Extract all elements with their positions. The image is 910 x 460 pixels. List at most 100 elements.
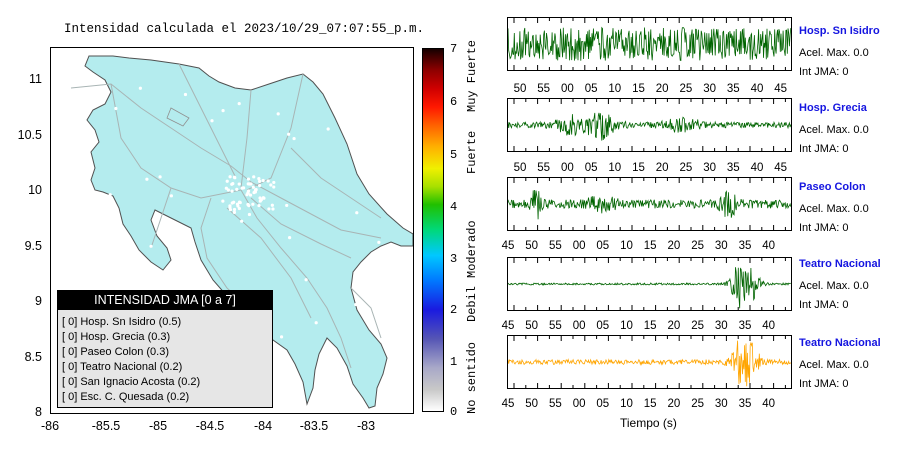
station-name: Hosp. Grecia bbox=[799, 102, 867, 114]
station-dot bbox=[269, 183, 273, 187]
trace-tick-label: 10 bbox=[620, 398, 633, 410]
trace-tick-label: 10 bbox=[608, 162, 622, 174]
trace-tick-label: 35 bbox=[738, 240, 752, 252]
trace-tick-label: 05 bbox=[584, 162, 598, 174]
station-dot bbox=[240, 186, 244, 190]
trace-tick-label: 45 bbox=[501, 398, 515, 410]
trace-tick-label: 50 bbox=[525, 398, 539, 410]
trace-ticks: 50 55 00 05 10 15 20 25 30 35 40 45 bbox=[500, 83, 800, 97]
colorbar-label-muy-fuerte: Muy Fuerte bbox=[465, 39, 479, 112]
land-shape bbox=[84, 55, 413, 409]
waveform-line bbox=[508, 112, 791, 141]
station-dot bbox=[246, 177, 251, 181]
station-dot bbox=[251, 185, 255, 189]
station-dot bbox=[253, 190, 257, 194]
station-dot bbox=[230, 189, 234, 193]
station-dot bbox=[138, 86, 142, 90]
waveform bbox=[508, 336, 791, 388]
station-dot bbox=[99, 203, 104, 207]
colorbar-tick: 1 bbox=[450, 355, 458, 369]
station-dot bbox=[257, 203, 261, 208]
station-dot bbox=[261, 178, 265, 183]
station-dot bbox=[232, 175, 237, 179]
station-dot bbox=[267, 207, 271, 211]
trace-tick-label: 35 bbox=[738, 398, 752, 410]
trace-panel-paseo-colon[interactable] bbox=[507, 177, 792, 231]
waveform-line bbox=[508, 189, 791, 220]
colorbar-tick: 4 bbox=[450, 200, 458, 214]
trace-tick-label: 20 bbox=[667, 240, 681, 252]
station-dot bbox=[304, 278, 308, 282]
station-dot bbox=[144, 283, 148, 287]
station-dot bbox=[252, 175, 256, 179]
station-dot bbox=[237, 182, 241, 186]
station-dot bbox=[285, 203, 289, 208]
station-info: Acel. Max. 0.0 Int JMA: 0 bbox=[799, 356, 869, 394]
accel-max: Acel. Max. 0.0 bbox=[799, 47, 869, 59]
colorbar-tick: 6 bbox=[450, 95, 458, 109]
trace-panel-teatro-nacional[interactable] bbox=[507, 257, 792, 311]
station-dot bbox=[98, 266, 102, 270]
accel-max: Acel. Max. 0.0 bbox=[799, 359, 869, 371]
int-jma: Int JMA: 0 bbox=[799, 378, 849, 390]
trace-tick-label: 50 bbox=[513, 162, 527, 174]
trace-tick-label: 35 bbox=[738, 320, 752, 332]
trace-tick-label: 25 bbox=[679, 83, 693, 95]
station-dot bbox=[237, 200, 242, 204]
legend-item: [ 0] Paseo Colon (0.3) bbox=[62, 346, 170, 358]
trace-tick-label: 20 bbox=[667, 320, 681, 332]
legend-list: [ 0] Hosp. Sn Isidro (0.5) [ 0] Hosp. Gr… bbox=[62, 315, 200, 405]
station-dot bbox=[149, 244, 153, 248]
station-dot bbox=[257, 177, 261, 181]
waveform-line bbox=[508, 26, 791, 62]
map-x-tick: -84.5 bbox=[195, 419, 225, 433]
waveform bbox=[508, 18, 791, 70]
lake-arenal bbox=[166, 107, 190, 127]
trace-panel-hosp-grecia[interactable] bbox=[507, 98, 792, 152]
station-name: Teatro Nacional bbox=[799, 258, 881, 270]
trace-tick-label: 25 bbox=[691, 398, 704, 410]
waveform bbox=[508, 99, 791, 151]
legend-item: [ 0] Esc. C. Quesada (0.2) bbox=[62, 391, 190, 403]
trace-tick-label: 45 bbox=[774, 83, 788, 95]
colorbar-label-debil: Debil bbox=[465, 285, 479, 322]
trace-tick-label: 40 bbox=[762, 240, 776, 252]
station-info: Acel. Max. 0.0 Int JMA: 0 bbox=[799, 121, 869, 159]
legend-title: INTENSIDAD JMA [0 a 7] bbox=[58, 291, 272, 310]
trace-tick-label: 25 bbox=[679, 162, 693, 174]
trace-panel-hosp-sn-isidro[interactable] bbox=[507, 17, 792, 71]
legend-item: [ 0] San Ignacio Acosta (0.2) bbox=[62, 376, 201, 388]
trace-ticks: 45 50 55 00 05 10 15 20 25 30 35 40 bbox=[500, 240, 800, 254]
trace-tick-label: 35 bbox=[726, 162, 740, 174]
trace-tick-label: 30 bbox=[703, 162, 716, 174]
station-dot bbox=[247, 212, 252, 217]
station-dot bbox=[104, 197, 109, 201]
station-dot bbox=[257, 183, 262, 188]
accel-max: Acel. Max. 0.0 bbox=[799, 124, 869, 136]
station-name: Hosp. Sn Isidro bbox=[799, 25, 880, 37]
trace-tick-label: 00 bbox=[560, 162, 574, 174]
station-dot bbox=[361, 289, 365, 293]
trace-tick-label: 45 bbox=[501, 240, 515, 252]
map-title: Intensidad calculada el 2023/10/29_07:07… bbox=[64, 22, 425, 36]
station-dot bbox=[247, 204, 251, 208]
legend-item: [ 0] Hosp. Grecia (0.3) bbox=[62, 331, 171, 343]
station-dot bbox=[247, 182, 252, 186]
station-dot bbox=[270, 203, 274, 207]
trace-tick-label: 35 bbox=[726, 83, 740, 95]
trace-tick-label: 50 bbox=[513, 83, 527, 95]
station-dot bbox=[259, 198, 263, 202]
trace-tick-label: 20 bbox=[667, 398, 681, 410]
map-x-tick: -84 bbox=[253, 419, 273, 433]
trace-tick-label: 55 bbox=[548, 398, 562, 410]
station-dot bbox=[232, 207, 237, 212]
station-dot bbox=[377, 240, 381, 244]
trace-panel-teatro-nacional-highlight[interactable] bbox=[507, 335, 792, 389]
waveform bbox=[508, 178, 791, 230]
int-jma: Int JMA: 0 bbox=[799, 143, 849, 155]
waveform-line bbox=[508, 340, 791, 387]
station-dot bbox=[169, 194, 173, 198]
station-dot bbox=[355, 211, 359, 215]
station-dot bbox=[246, 189, 251, 193]
trace-tick-label: 00 bbox=[560, 83, 574, 95]
